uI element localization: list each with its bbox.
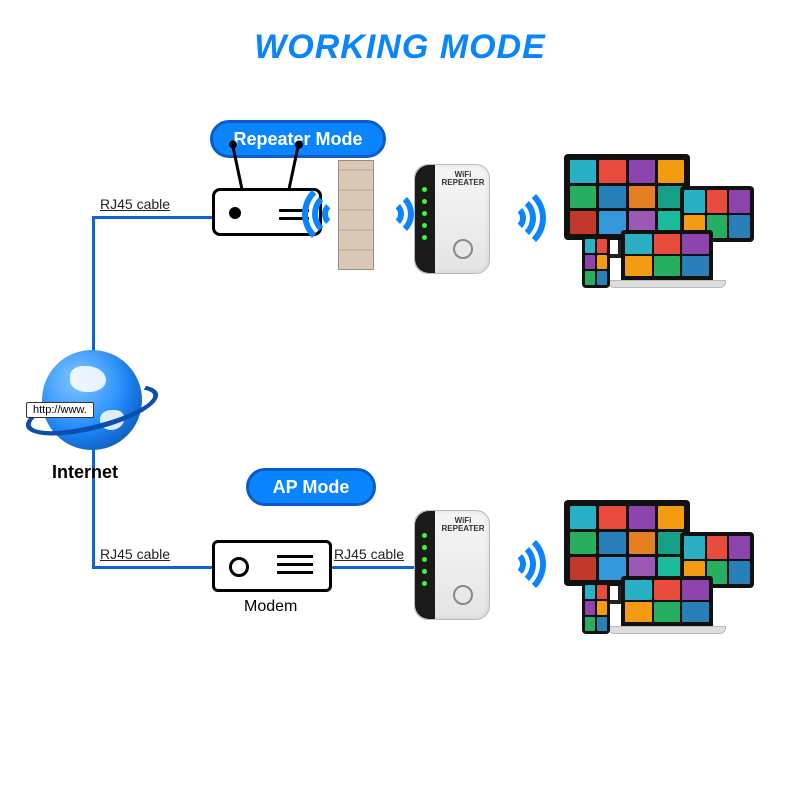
monitor-icon [564, 154, 690, 240]
monitor-icon [564, 500, 690, 586]
internet-globe-icon: http://www. [42, 350, 142, 450]
cable-bottom-right [332, 566, 414, 569]
internet-label: Internet [52, 462, 118, 483]
cable-bottom-left [92, 566, 212, 569]
url-bar: http://www. [26, 402, 94, 418]
devices-cluster-bottom [564, 496, 754, 636]
cable-top [92, 216, 212, 219]
laptop-icon [608, 230, 726, 290]
modem-icon [212, 540, 332, 592]
screen-tiles [570, 160, 684, 234]
laptop-icon [608, 576, 726, 636]
rj45-label-top: RJ45 cable [100, 196, 170, 212]
rj45-label-bottom-right: RJ45 cable [334, 546, 404, 562]
modem-label: Modem [244, 598, 297, 616]
devices-cluster-top [564, 150, 754, 290]
phone-icon [582, 236, 610, 288]
phone-icon [582, 582, 610, 634]
page-title: WORKING MODE [0, 28, 800, 67]
ap-mode-pill: AP Mode [246, 468, 376, 506]
rj45-label-bottom-left: RJ45 cable [100, 546, 170, 562]
